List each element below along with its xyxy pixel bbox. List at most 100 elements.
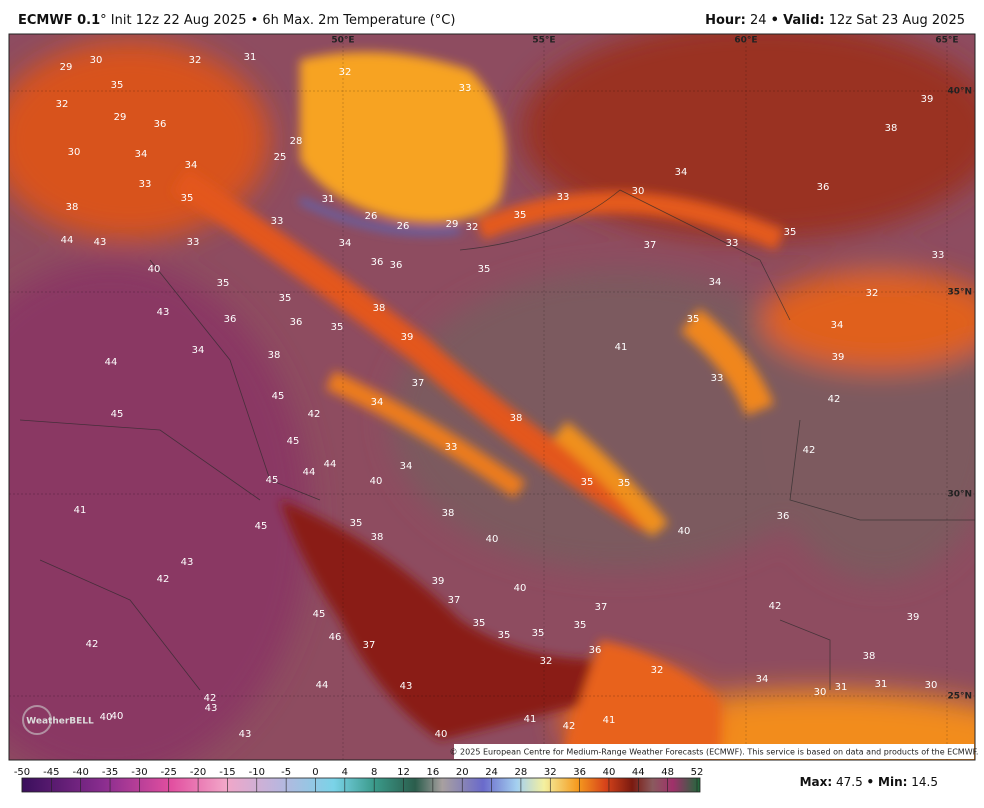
temperature-label: 32 [339, 67, 352, 78]
temperature-label: 36 [589, 645, 602, 656]
temperature-label: 33 [459, 83, 472, 94]
temperature-label: 30 [68, 147, 81, 158]
temperature-label: 40 [100, 712, 113, 723]
colorbar-tick-label: 4 [342, 767, 348, 778]
temperature-label: 30 [632, 186, 645, 197]
separator: • [770, 13, 779, 28]
temperature-label: 32 [866, 288, 879, 299]
temperature-label: 41 [74, 505, 87, 516]
temperature-label: 38 [371, 532, 384, 543]
max-min: Max: 47.5 • Min: 14.5 [800, 775, 938, 789]
temperature-label: 36 [371, 257, 384, 268]
colorbar-tick-label: -35 [102, 767, 118, 778]
temperature-label: 30 [90, 55, 103, 66]
temperature-label: 44 [316, 680, 329, 691]
temperature-label: 35 [279, 293, 292, 304]
temperature-label: 42 [803, 445, 816, 456]
temperature-label: 41 [615, 342, 628, 353]
valid-label: Valid: [783, 13, 825, 28]
temperature-label: 45 [313, 609, 326, 620]
colorbar-tick-label: 24 [485, 767, 498, 778]
temperature-label: 37 [595, 602, 608, 613]
valid: 12z Sat 23 Aug 2025 [828, 13, 965, 28]
temperature-label: 39 [832, 352, 845, 363]
temperature-label: 42 [157, 574, 170, 585]
temperature-label: 39 [401, 332, 414, 343]
temperature-label: 44 [324, 459, 337, 470]
temperature-label: 35 [618, 478, 631, 489]
temperature-label: 33 [557, 192, 570, 203]
temperature-label: 40 [514, 583, 527, 594]
temperature-label: 45 [266, 475, 279, 486]
temperature-label: 26 [397, 221, 410, 232]
header-right: Hour: 24 • Valid: 12z Sat 23 Aug 2025 [705, 13, 965, 28]
temperature-label: 37 [412, 378, 425, 389]
temperature-label: 39 [432, 576, 445, 587]
map-field [9, 34, 975, 760]
temperature-label: 40 [678, 526, 691, 537]
temperature-label: 38 [373, 303, 386, 314]
temperature-label: 35 [687, 314, 700, 325]
lat-label: 40°N [947, 87, 972, 97]
temperature-label: 35 [532, 628, 545, 639]
temperature-label: 34 [709, 277, 722, 288]
temperature-label: 34 [831, 320, 844, 331]
colorbar-tick-label: -30 [131, 767, 147, 778]
temperature-label: 45 [111, 409, 124, 420]
temperature-label: 32 [540, 656, 553, 667]
temperature-label: 36 [224, 314, 237, 325]
temperature-label: 35 [478, 264, 491, 275]
temperature-label: 33 [271, 216, 284, 227]
lat-label: 35°N [947, 288, 972, 298]
temperature-label: 32 [466, 222, 479, 233]
temperature-label: 36 [390, 260, 403, 271]
temperature-label: 32 [189, 55, 202, 66]
copyright: © 2025 European Centre for Medium-Range … [450, 748, 979, 757]
temperature-label: 34 [135, 149, 148, 160]
temperature-label: 42 [204, 693, 217, 704]
temperature-label: 43 [181, 557, 194, 568]
temperature-label: 37 [448, 595, 461, 606]
temperature-label: 31 [835, 682, 848, 693]
lon-label: 50°E [331, 36, 354, 46]
temperature-label: 43 [400, 681, 413, 692]
temperature-label: 25 [274, 152, 287, 163]
temperature-label: 35 [111, 80, 124, 91]
temperature-label: 35 [473, 618, 486, 629]
temperature-label: 42 [86, 639, 99, 650]
temperature-label: 41 [603, 715, 616, 726]
lon-label: 65°E [935, 36, 958, 46]
colorbar-tick-label: 32 [544, 767, 557, 778]
temperature-label: 36 [154, 119, 167, 130]
temperature-label: 36 [777, 511, 790, 522]
temperature-label: 36 [817, 182, 830, 193]
colorbar-tick-label: -25 [161, 767, 177, 778]
temperature-label: 31 [322, 194, 335, 205]
temperature-label: 43 [205, 703, 218, 714]
colorbar-tick-label: 8 [371, 767, 377, 778]
temperature-label: 38 [885, 123, 898, 134]
temperature-label: 34 [400, 461, 413, 472]
temperature-label: 35 [181, 193, 194, 204]
min: 14.5 [911, 775, 938, 789]
temperature-label: 42 [769, 601, 782, 612]
colorbar-tick-label: 20 [456, 767, 469, 778]
colorbar-tick-label: -10 [249, 767, 265, 778]
temperature-label: 38 [510, 413, 523, 424]
temperature-label: 37 [363, 640, 376, 651]
colorbar-tick-label: 48 [661, 767, 674, 778]
header-left: ECMWF 0.1° Init 12z 22 Aug 2025 • 6h Max… [18, 13, 455, 28]
temperature-label: 34 [756, 674, 769, 685]
temperature-label: 38 [66, 202, 79, 213]
hour: 24 [749, 13, 767, 28]
temperature-label: 33 [139, 179, 152, 190]
temperature-label: 42 [308, 409, 321, 420]
max-label: Max: [800, 775, 833, 789]
temperature-label: 32 [651, 665, 664, 676]
temperature-label: 45 [255, 521, 268, 532]
temperature-label: 32 [56, 99, 69, 110]
temperature-label: 38 [268, 350, 281, 361]
temperature-label: 31 [244, 52, 257, 63]
temperature-label: 33 [445, 442, 458, 453]
